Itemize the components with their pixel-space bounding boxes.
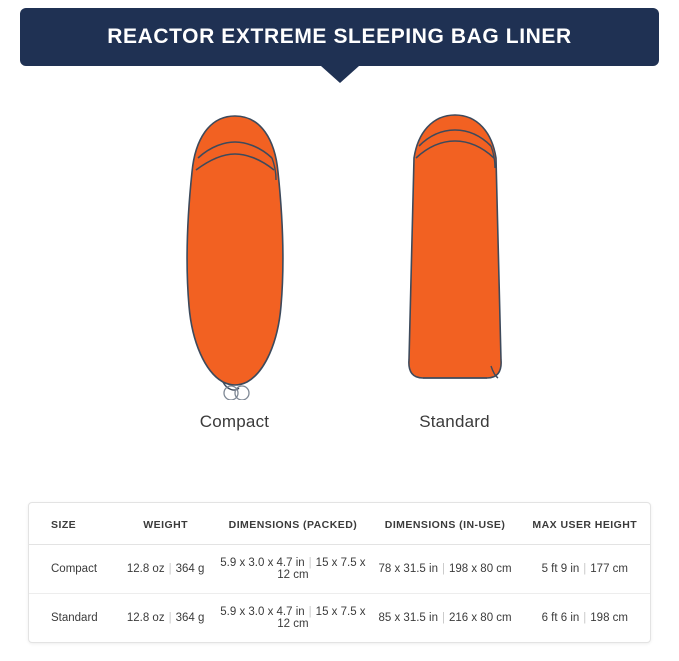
column-header-weight: WEIGHT: [115, 503, 216, 545]
height-metric: 198 cm: [590, 612, 628, 624]
spec-table: SIZE WEIGHT DIMENSIONS (PACKED) DIMENSIO…: [29, 503, 650, 642]
height-imperial: 5 ft 9 in: [541, 563, 580, 575]
unit-separator: |: [441, 612, 445, 624]
unit-separator: |: [168, 612, 172, 624]
unit-separator: |: [441, 563, 445, 575]
cell-weight: 12.8 oz | 364 g: [116, 594, 215, 643]
product-figures: Compact Standard: [0, 102, 679, 432]
banner-notch-arrow: [320, 66, 359, 83]
packed-imperial: 5.9 x 3.0 x 4.7 in: [220, 557, 305, 569]
inuse-imperial: 85 x 31.5 in: [378, 612, 438, 624]
figure-caption-standard: Standard: [419, 412, 490, 431]
unit-separator: |: [308, 606, 312, 618]
cell-dimensions-in-use: 85 x 31.5 in | 216 x 80 cm: [371, 594, 520, 643]
inuse-imperial: 78 x 31.5 in: [378, 563, 438, 575]
banner-bar: REACTOR EXTREME SLEEPING BAG LINER: [20, 8, 659, 66]
weight-imperial: 12.8 oz: [126, 563, 165, 575]
page-title: REACTOR EXTREME SLEEPING BAG LINER: [107, 25, 572, 48]
column-header-dimensions-in-use: DIMENSIONS (IN-USE): [370, 503, 520, 545]
inuse-metric: 198 x 80 cm: [448, 563, 512, 575]
cell-size: Compact: [29, 544, 116, 594]
table-header-row: SIZE WEIGHT DIMENSIONS (PACKED) DIMENSIO…: [29, 503, 650, 545]
cell-dimensions-packed: 5.9 x 3.0 x 4.7 in | 15 x 7.5 x 12 cm: [215, 544, 371, 594]
cell-dimensions-in-use: 78 x 31.5 in | 198 x 80 cm: [370, 544, 520, 594]
sleeping-bag-liner-compact-icon: [185, 115, 284, 400]
weight-metric: 364 g: [175, 612, 205, 624]
column-header-dimensions-packed: DIMENSIONS (PACKED): [215, 503, 371, 545]
figure-standard: Standard: [395, 110, 515, 432]
cell-max-user-height: 5 ft 9 in | 177 cm: [519, 544, 650, 594]
cell-weight: 12.8 oz | 364 g: [115, 544, 216, 594]
table-row: Compact 12.8 oz | 364 g 5.9 x 3.0 x 4.7 in…: [29, 544, 650, 594]
packed-imperial: 5.9 x 3.0 x 4.7 in: [220, 606, 305, 618]
unit-separator: |: [168, 563, 172, 575]
figure-compact: Compact: [165, 110, 305, 432]
unit-separator: |: [308, 557, 312, 569]
cell-dimensions-packed: 5.9 x 3.0 x 4.7 in | 15 x 7.5 x 12 cm: [215, 594, 370, 643]
header-banner: REACTOR EXTREME SLEEPING BAG LINER: [20, 8, 659, 83]
height-metric: 177 cm: [590, 563, 628, 575]
weight-metric: 364 g: [175, 563, 205, 575]
column-header-max-user-height: MAX USER HEIGHT: [519, 503, 650, 545]
inuse-metric: 216 x 80 cm: [448, 612, 512, 624]
unit-separator: |: [583, 563, 587, 575]
figure-caption-compact: Compact: [199, 412, 270, 431]
packed-metric: 15 x 7.5 x 12 cm: [277, 557, 366, 581]
weight-imperial: 12.8 oz: [126, 612, 165, 624]
unit-separator: |: [583, 612, 587, 624]
column-header-size: SIZE: [29, 503, 116, 545]
table-row: Standard 12.8 oz | 364 g 5.9 x 3.0 x 4.7 i…: [29, 594, 650, 643]
cell-max-user-height: 6 ft 6 in | 198 cm: [520, 594, 650, 643]
sleeping-bag-liner-standard-icon: [407, 114, 502, 379]
height-imperial: 6 ft 6 in: [541, 612, 580, 624]
cell-size: Standard: [51, 612, 98, 624]
spec-table-card: SIZE WEIGHT DIMENSIONS (PACKED) DIMENSIO…: [28, 502, 651, 643]
packed-metric: 15 x 7.5 x 12 cm: [277, 606, 366, 630]
